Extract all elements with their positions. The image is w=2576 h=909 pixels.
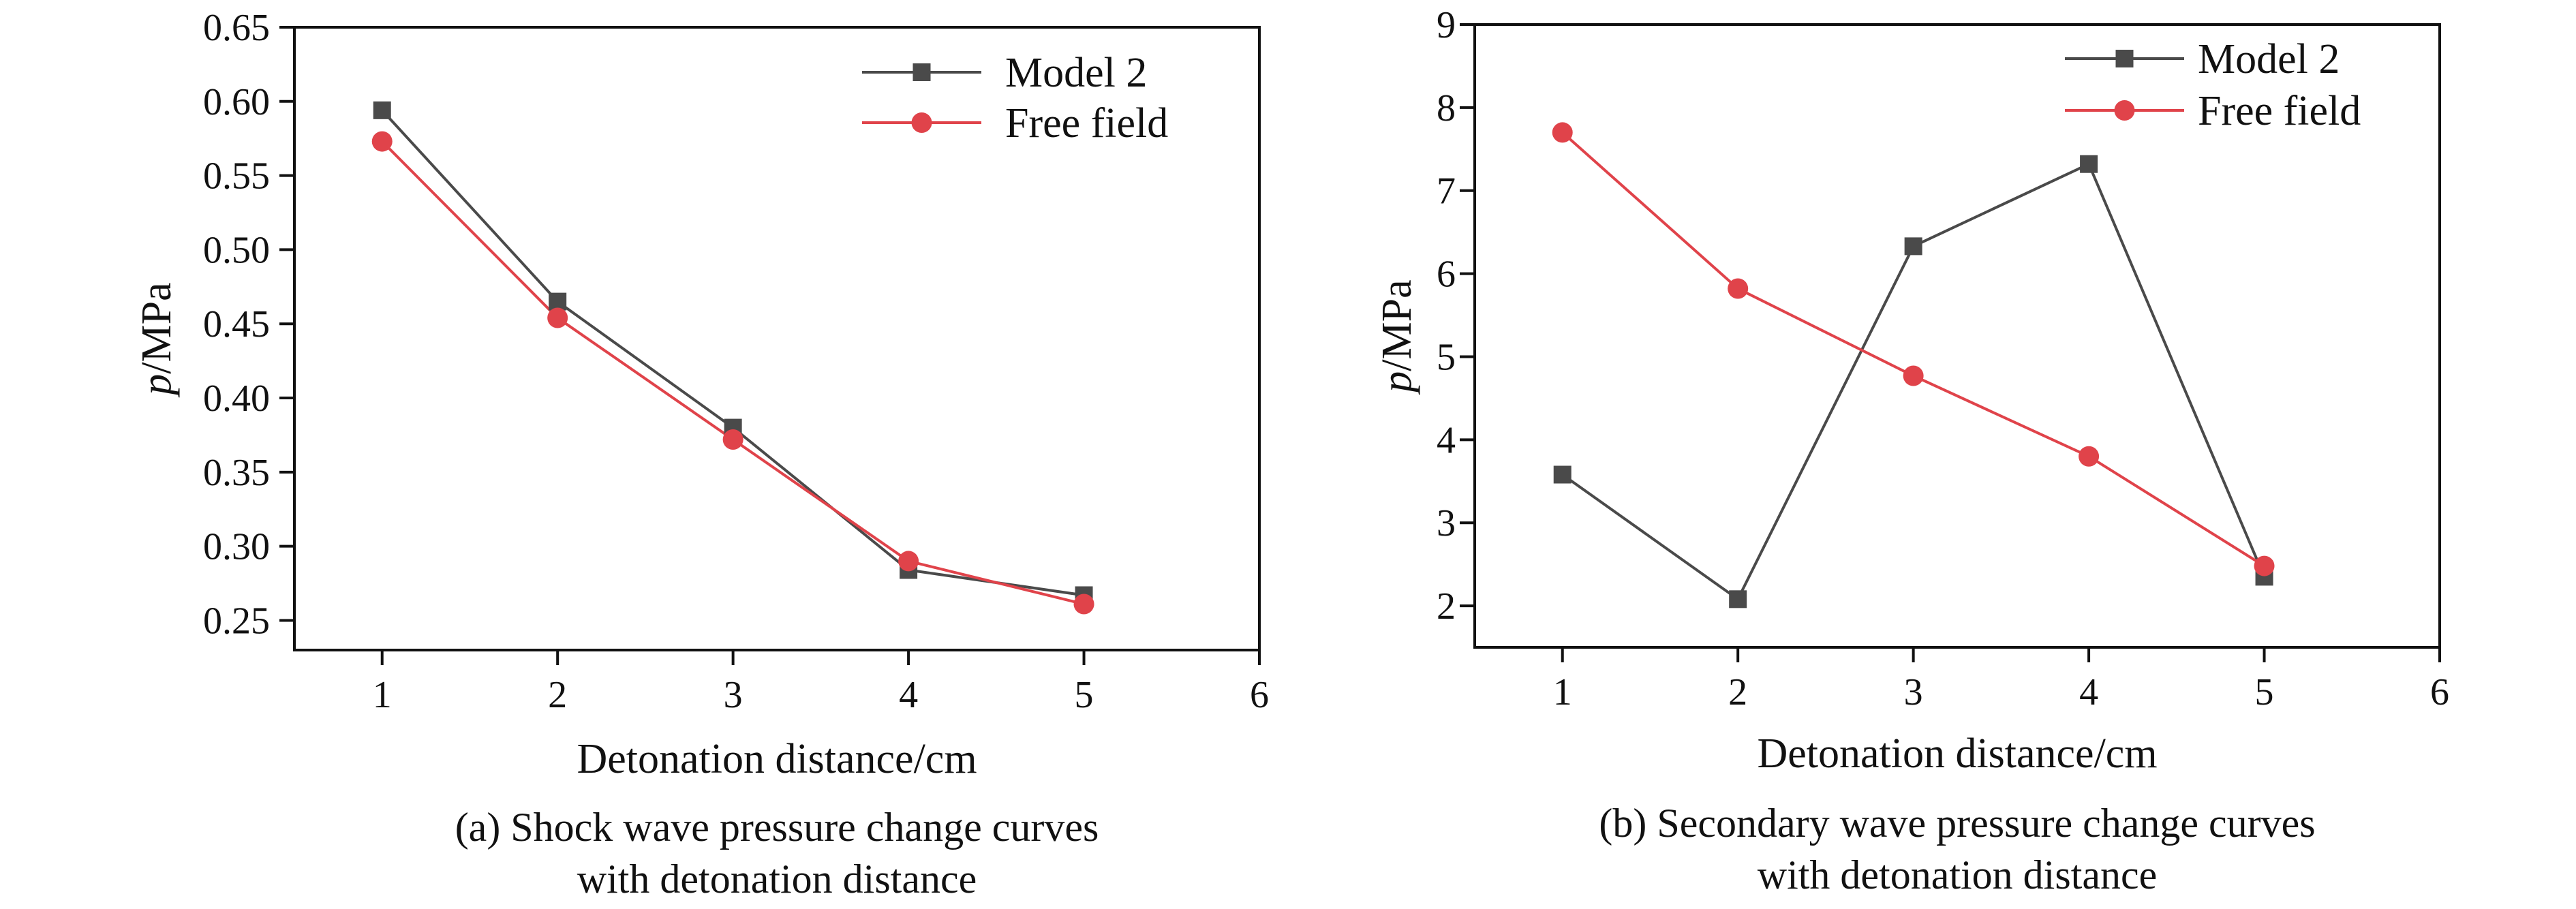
- x-axis-label: Detonation distance/cm: [577, 736, 977, 782]
- y-axis-unit: /MPa: [134, 282, 180, 373]
- legend-marker: [2114, 100, 2135, 121]
- y-tick-label: 0.45: [203, 303, 270, 345]
- legend-marker: [913, 63, 931, 81]
- series-line-model-2: [381, 109, 1084, 597]
- x-tick-label: 4: [2079, 671, 2098, 713]
- chart-caption-line-2: with detonation distance: [1758, 852, 2158, 897]
- y-tick-label: 5: [1437, 336, 1456, 378]
- x-tick-label: 4: [899, 674, 918, 716]
- chart-caption-line-1: (b) Secondary wave pressure change curve…: [1599, 801, 2315, 846]
- y-tick-label: 8: [1437, 87, 1456, 129]
- x-tick-label: 5: [2255, 671, 2274, 713]
- y-tick-label: 2: [1437, 585, 1456, 628]
- x-tick-label: 3: [724, 674, 743, 716]
- y-tick-label: 7: [1437, 170, 1456, 213]
- y-tick-label: 0.55: [203, 155, 270, 198]
- chart-a: 1 2 3 4 5 6 0.25 0.30 0.35 0.40 0.45 0.50 0.55 0.60 0.…: [134, 7, 1269, 902]
- legend-label: Model 2: [1005, 50, 1147, 96]
- plot-frame: [1473, 23, 2441, 649]
- data-point-free-field: [547, 307, 568, 328]
- y-tick-label: 0.40: [203, 378, 270, 420]
- data-point-model-2: [1729, 590, 1747, 608]
- y-tick-label: 0.35: [203, 452, 270, 494]
- legend-label: Model 2: [2198, 36, 2340, 82]
- data-point-free-field: [2254, 555, 2275, 576]
- data-point-model-2: [2080, 155, 2098, 173]
- data-point-free-field: [1073, 594, 1094, 615]
- x-tick-label: 2: [548, 674, 567, 716]
- y-tick-label: 9: [1437, 4, 1456, 46]
- plot-frame: [293, 26, 1261, 651]
- data-point-model-2: [1553, 465, 1571, 484]
- chart-caption-line-1: (a) Shock wave pressure change curves: [455, 805, 1099, 850]
- data-point-free-field: [722, 429, 743, 450]
- x-tick-label: 6: [1250, 674, 1269, 716]
- data-point-model-2: [549, 292, 567, 311]
- x-tick-label: 1: [1553, 671, 1572, 713]
- data-point-free-field: [1552, 122, 1573, 143]
- chart-b: 1 2 3 4 5 6 2 3 4 5 6 7 8 9 Detonation distance/cm p/MP…: [1374, 4, 2449, 897]
- legend-label: Free field: [2198, 88, 2361, 134]
- data-point-free-field: [2079, 446, 2100, 467]
- x-tick-label: 1: [373, 674, 392, 716]
- legend: Model 2 Free field: [2065, 36, 2361, 134]
- series-line-free-field: [381, 140, 1085, 606]
- y-tick-label: 0.50: [203, 229, 270, 271]
- y-tick-label: 3: [1437, 502, 1456, 544]
- series-line-free-field: [1561, 131, 2265, 568]
- legend-marker: [911, 112, 932, 133]
- data-point-free-field: [1728, 278, 1749, 299]
- x-tick-label: 5: [1075, 674, 1094, 716]
- x-axis-label: Detonation distance/cm: [1757, 730, 2157, 777]
- x-tick-label: 6: [2430, 671, 2449, 713]
- y-axis-label: p/MPa: [1374, 279, 1420, 395]
- y-axis-label: p/MPa: [134, 282, 180, 397]
- y-tick-label: 4: [1437, 419, 1456, 461]
- legend-marker: [2115, 50, 2134, 67]
- y-tick-label: 0.65: [203, 7, 270, 49]
- chart-caption-line-2: with detonation distance: [577, 857, 977, 902]
- y-tick-label: 0.30: [203, 526, 270, 568]
- data-point-model-2: [1904, 237, 1922, 256]
- data-point-free-field: [1903, 365, 1924, 386]
- data-point-model-2: [373, 101, 391, 119]
- y-axis-symbol: p: [1374, 371, 1420, 395]
- y-axis-unit: /MPa: [1374, 279, 1420, 371]
- y-tick-label: 0.60: [203, 81, 270, 123]
- x-tick-label: 3: [1904, 671, 1923, 713]
- legend-label: Free field: [1005, 100, 1168, 147]
- y-tick-label: 0.25: [203, 600, 270, 642]
- x-tick-label: 2: [1728, 671, 1747, 713]
- y-axis-symbol: p: [134, 374, 180, 398]
- data-point-free-field: [371, 131, 393, 152]
- y-tick-label: 6: [1437, 253, 1456, 296]
- data-point-free-field: [898, 551, 919, 572]
